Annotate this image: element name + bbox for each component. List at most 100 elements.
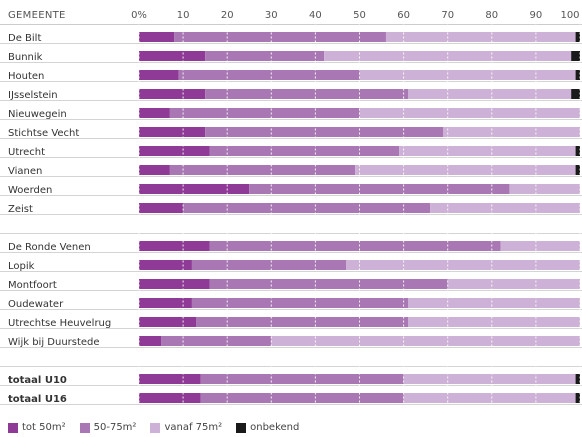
row-label: Lopik	[8, 261, 35, 272]
bar-segment	[200, 393, 404, 403]
bar-segment	[161, 336, 272, 346]
bar-segment	[571, 89, 580, 99]
bar-segment	[575, 70, 580, 80]
bar-segment	[403, 374, 576, 384]
x-tick-label: 40	[309, 10, 322, 21]
bar-segment	[324, 51, 572, 61]
bar-segment	[575, 146, 580, 156]
bar-segment	[359, 108, 580, 118]
legend: tot 50m² 50-75m² vanaf 75m² onbekend	[8, 422, 313, 433]
legend-item-tot-50: tot 50m²	[8, 422, 66, 433]
bar-segment	[139, 165, 170, 175]
bar-segment	[443, 127, 580, 137]
bar-segment	[355, 165, 576, 175]
bar-segment	[200, 374, 404, 384]
legend-swatch	[236, 422, 247, 433]
bar-segment	[191, 260, 347, 270]
row-label: Bunnik	[8, 52, 43, 63]
x-tick-label: 0%	[131, 10, 147, 21]
bar-segment	[346, 260, 580, 270]
bar-segment	[271, 336, 580, 346]
row-label: Montfoort	[8, 280, 57, 291]
bar-segment	[139, 279, 210, 289]
legend-item-onbekend: onbekend	[236, 422, 299, 433]
bar-segment	[205, 127, 444, 137]
bar-segment	[359, 70, 576, 80]
x-tick-label: 70	[441, 10, 454, 21]
row-label: Zeist	[8, 204, 33, 215]
bar-segment	[178, 70, 360, 80]
legend-label: vanaf 75m²	[164, 422, 223, 433]
bar-segment	[430, 203, 580, 213]
bar-segment	[571, 51, 580, 61]
bar-segment	[399, 146, 576, 156]
bar-segment	[209, 241, 501, 251]
row-label: Woerden	[8, 185, 52, 196]
bar-segment	[575, 165, 580, 175]
legend-swatch	[8, 422, 18, 433]
x-tick-label: 80	[485, 10, 498, 21]
bar-segment	[139, 51, 206, 61]
bar-segment	[139, 298, 192, 308]
bar-segment	[139, 317, 197, 327]
legend-item-50-75: 50-75m²	[79, 422, 137, 433]
bar-segment	[385, 32, 576, 42]
row-label: De Ronde Venen	[8, 242, 91, 253]
bar-segment	[196, 317, 409, 327]
bar-segment	[139, 184, 250, 194]
row-label: IJsselstein	[8, 90, 58, 101]
x-tick-label: 30	[265, 10, 278, 21]
bar-segment	[174, 32, 386, 42]
bar-segment	[139, 336, 162, 346]
bar-segment	[139, 108, 170, 118]
row-label: Utrechtse Heuvelrug	[8, 318, 111, 329]
bar-segment	[139, 374, 201, 384]
x-tick-label: 90	[530, 10, 543, 21]
bar-segment	[139, 127, 206, 137]
bar-segment	[139, 89, 206, 99]
bar-segment	[169, 108, 360, 118]
row-label: Stichtse Vecht	[8, 128, 79, 139]
bar-segment	[139, 146, 210, 156]
row-label: totaal U16	[8, 394, 67, 405]
bar-segment	[139, 203, 184, 213]
bar-segment	[205, 51, 325, 61]
bar-segment	[403, 393, 576, 403]
x-tick-label: 50	[353, 10, 366, 21]
column-header: GEMEENTE	[8, 10, 66, 21]
row-label: Utrecht	[8, 147, 45, 158]
bar-segment	[509, 184, 580, 194]
bar-segment	[191, 298, 409, 308]
row-label: totaal U10	[8, 375, 67, 386]
bar-segment	[139, 393, 201, 403]
bar-segment	[575, 393, 580, 403]
bar-segment	[209, 146, 400, 156]
bar-segment	[408, 89, 572, 99]
bar-segment	[408, 298, 580, 308]
bar-segment	[139, 70, 179, 80]
bar-segment	[447, 279, 580, 289]
legend-item-vanaf-75: vanaf 75m²	[150, 422, 222, 433]
row-label: Wijk bij Duurstede	[8, 337, 100, 348]
bar-segment	[575, 374, 580, 384]
bar-segment	[139, 241, 210, 251]
legend-label: 50-75m²	[93, 422, 137, 433]
bar-segment	[408, 317, 580, 327]
bar-segment	[500, 241, 580, 251]
x-tick-label: 20	[221, 10, 234, 21]
bar-segment	[575, 32, 580, 42]
row-label: Nieuwegein	[8, 109, 67, 120]
legend-swatch	[150, 422, 161, 433]
row-label: Vianen	[8, 166, 42, 177]
legend-label: onbekend	[250, 422, 300, 433]
x-tick-label: 10	[177, 10, 190, 21]
x-tick-label: 100	[560, 10, 579, 21]
legend-swatch	[79, 422, 90, 433]
row-label: Houten	[8, 71, 44, 82]
row-label: De Bilt	[8, 33, 41, 44]
bar-segment	[169, 165, 356, 175]
legend-label: tot 50m²	[22, 422, 66, 433]
bar-segment	[209, 279, 448, 289]
